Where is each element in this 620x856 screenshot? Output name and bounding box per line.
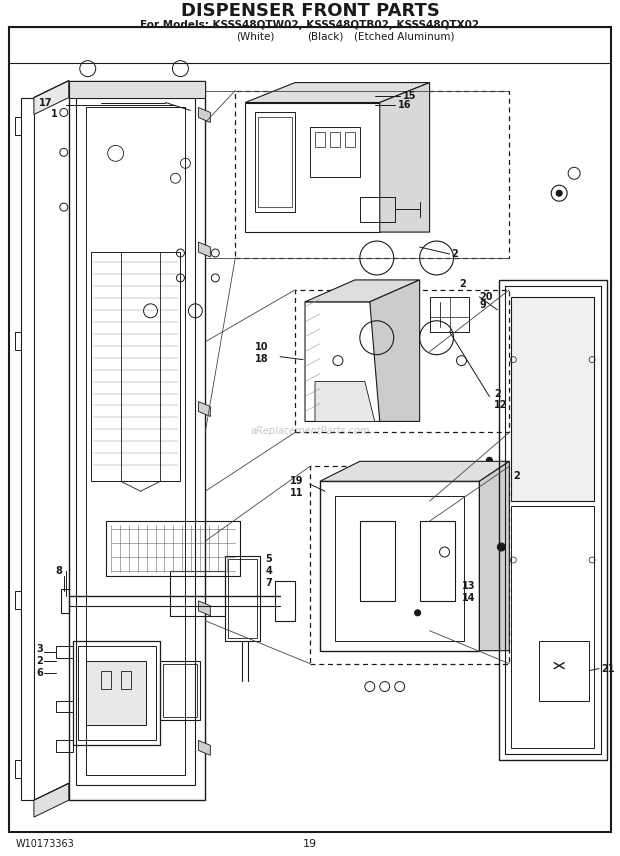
Polygon shape (305, 280, 420, 302)
Polygon shape (320, 461, 510, 481)
Text: 3: 3 (36, 644, 43, 654)
Text: 18: 18 (255, 354, 269, 364)
Polygon shape (198, 401, 210, 417)
Bar (310, 467, 510, 663)
Text: (White): (White) (236, 32, 275, 42)
Text: 2: 2 (494, 389, 501, 399)
Circle shape (415, 609, 420, 615)
Text: 4: 4 (265, 566, 272, 576)
Text: 2: 2 (36, 656, 43, 666)
Bar (235, 91, 510, 258)
Circle shape (497, 543, 505, 551)
Polygon shape (479, 461, 510, 651)
Text: 9: 9 (479, 300, 486, 310)
Polygon shape (512, 297, 594, 501)
Text: 21: 21 (601, 663, 614, 674)
Text: 17: 17 (39, 98, 53, 108)
Polygon shape (380, 82, 430, 232)
Text: 19: 19 (303, 839, 317, 849)
Text: DISPENSER FRONT PARTS: DISPENSER FRONT PARTS (180, 2, 440, 20)
Polygon shape (246, 82, 430, 103)
Polygon shape (198, 740, 210, 755)
Text: 14: 14 (461, 593, 475, 603)
Text: 7: 7 (265, 578, 272, 588)
Polygon shape (69, 80, 205, 98)
Circle shape (487, 457, 492, 463)
Polygon shape (198, 108, 210, 122)
Polygon shape (34, 783, 69, 817)
Text: 2: 2 (513, 472, 520, 481)
Text: 8: 8 (56, 566, 63, 576)
Text: 13: 13 (461, 581, 475, 591)
Text: 10: 10 (255, 342, 268, 352)
Text: 12: 12 (494, 400, 508, 409)
Text: 5: 5 (265, 554, 272, 564)
Text: 20: 20 (479, 292, 493, 302)
Polygon shape (315, 382, 374, 421)
Text: (Black): (Black) (307, 32, 343, 42)
Text: 2: 2 (459, 279, 466, 289)
Text: 1: 1 (51, 110, 58, 120)
Text: 19: 19 (290, 476, 304, 486)
Text: For Models: KSSS48QTW02, KSSS48QTB02, KSSS48QTX02: For Models: KSSS48QTW02, KSSS48QTB02, KS… (141, 20, 479, 30)
Text: 6: 6 (36, 668, 43, 678)
Text: aReplacementParts.com: aReplacementParts.com (250, 426, 370, 437)
Polygon shape (198, 601, 210, 615)
Polygon shape (86, 661, 146, 725)
Polygon shape (34, 80, 69, 115)
Polygon shape (198, 242, 210, 257)
Text: 16: 16 (397, 100, 411, 110)
Text: W10173363: W10173363 (16, 839, 75, 849)
Text: 2: 2 (451, 249, 458, 259)
Circle shape (556, 190, 562, 196)
Bar (295, 290, 510, 432)
Polygon shape (370, 280, 420, 421)
Text: 15: 15 (403, 91, 416, 100)
Text: (Etched Aluminum): (Etched Aluminum) (355, 32, 455, 42)
Text: 11: 11 (290, 488, 304, 498)
